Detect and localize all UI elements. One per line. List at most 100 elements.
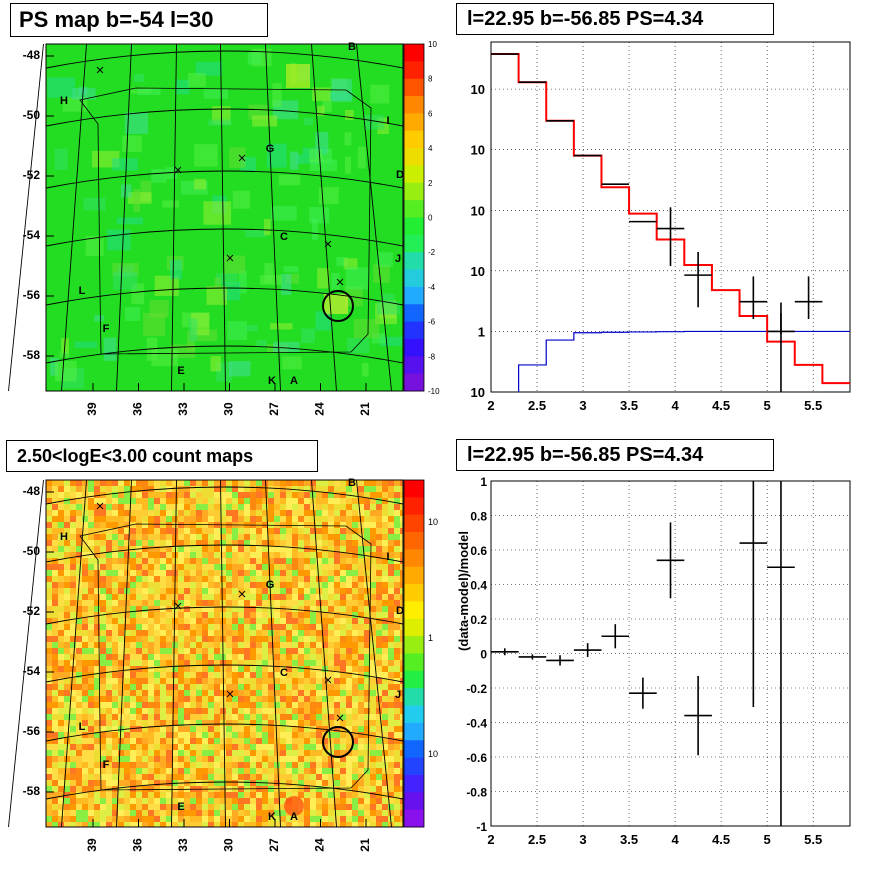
colorbar-tick-label: 10-1 — [428, 749, 438, 759]
count-pixel — [202, 480, 208, 486]
latitude-line — [45, 287, 404, 306]
count-pixel — [94, 822, 100, 827]
count-pixel — [244, 660, 250, 666]
count-pixel — [286, 624, 292, 630]
source-label: H — [60, 531, 68, 543]
count-pixel — [178, 552, 184, 558]
count-pixel — [76, 798, 82, 804]
count-pixel — [52, 588, 58, 594]
x-tick-label: 30 — [222, 402, 236, 416]
count-pixel — [304, 786, 310, 792]
count-pixel — [232, 612, 238, 618]
count-pixel — [262, 486, 268, 492]
count-pixel — [304, 810, 310, 816]
count-pixel — [106, 726, 112, 732]
count-pixel — [46, 546, 52, 552]
count-pixel — [400, 660, 403, 666]
count-pixel — [142, 552, 148, 558]
count-pixel — [238, 774, 244, 780]
count-pixel — [166, 600, 172, 606]
count-pixel — [376, 816, 382, 822]
count-pixel — [310, 762, 316, 768]
count-pixel — [334, 594, 340, 600]
count-pixel — [136, 606, 142, 612]
count-pixel — [316, 792, 322, 798]
map-fluctuation — [192, 329, 217, 342]
count-pixel — [100, 744, 106, 750]
count-pixel — [394, 594, 400, 600]
count-pixel — [280, 696, 286, 702]
map-fluctuation — [245, 229, 266, 238]
count-pixel — [76, 792, 82, 798]
count-pixel — [328, 720, 334, 726]
count-pixel — [148, 816, 154, 822]
count-pixel — [256, 624, 262, 630]
count-pixel — [316, 510, 322, 516]
y-tick-label: -1 — [476, 820, 487, 834]
count-pixel — [142, 546, 148, 552]
count-pixel — [220, 810, 226, 816]
count-pixel — [130, 558, 136, 564]
count-pixel — [154, 672, 160, 678]
count-pixel — [250, 816, 256, 822]
count-pixel — [52, 582, 58, 588]
count-pixel — [370, 732, 376, 738]
count-pixel — [190, 816, 196, 822]
count-pixel — [346, 720, 352, 726]
count-pixel — [178, 804, 184, 810]
count-pixel — [238, 780, 244, 786]
count-pixel — [94, 708, 100, 714]
count-pixel — [214, 630, 220, 636]
map-fluctuation — [203, 201, 232, 225]
count-pixel — [346, 630, 352, 636]
count-pixel — [388, 552, 394, 558]
count-pixel — [184, 606, 190, 612]
count-pixel — [106, 672, 112, 678]
count-pixel — [100, 726, 106, 732]
count-pixel — [364, 726, 370, 732]
count-pixel — [94, 492, 100, 498]
count-pixel — [286, 480, 292, 486]
count-pixel — [262, 582, 268, 588]
count-pixel — [184, 564, 190, 570]
count-pixel — [160, 546, 166, 552]
count-pixel — [376, 588, 382, 594]
count-pixel — [226, 540, 232, 546]
count-pixel — [310, 648, 316, 654]
count-pixel — [304, 744, 310, 750]
count-pixel — [226, 738, 232, 744]
count-pixel — [232, 492, 238, 498]
count-pixel — [346, 480, 352, 486]
count-pixel — [166, 660, 172, 666]
count-pixel — [328, 666, 334, 672]
count-pixel — [88, 798, 94, 804]
count-pixel — [220, 492, 226, 498]
count-pixel — [274, 624, 280, 630]
count-pixel — [334, 822, 340, 827]
count-pixel — [70, 738, 76, 744]
count-pixel — [400, 708, 403, 714]
count-pixel — [364, 630, 370, 636]
count-pixel — [280, 636, 286, 642]
count-pixel — [256, 636, 262, 642]
count-pixel — [148, 768, 154, 774]
count-pixel — [232, 594, 238, 600]
count-pixel — [280, 594, 286, 600]
count-pixel — [280, 672, 286, 678]
count-pixel — [244, 654, 250, 660]
count-pixel — [316, 672, 322, 678]
count-pixel — [46, 660, 52, 666]
count-pixel — [316, 750, 322, 756]
count-pixel — [214, 480, 220, 486]
count-pixel — [394, 822, 400, 827]
count-pixel — [316, 570, 322, 576]
count-pixel — [334, 798, 340, 804]
count-pixel — [124, 612, 130, 618]
count-pixel — [190, 780, 196, 786]
count-pixel — [292, 756, 298, 762]
count-pixel — [184, 600, 190, 606]
count-pixel — [316, 816, 322, 822]
count-pixel — [388, 672, 394, 678]
count-pixel — [298, 750, 304, 756]
map-fluctuation — [347, 337, 370, 354]
